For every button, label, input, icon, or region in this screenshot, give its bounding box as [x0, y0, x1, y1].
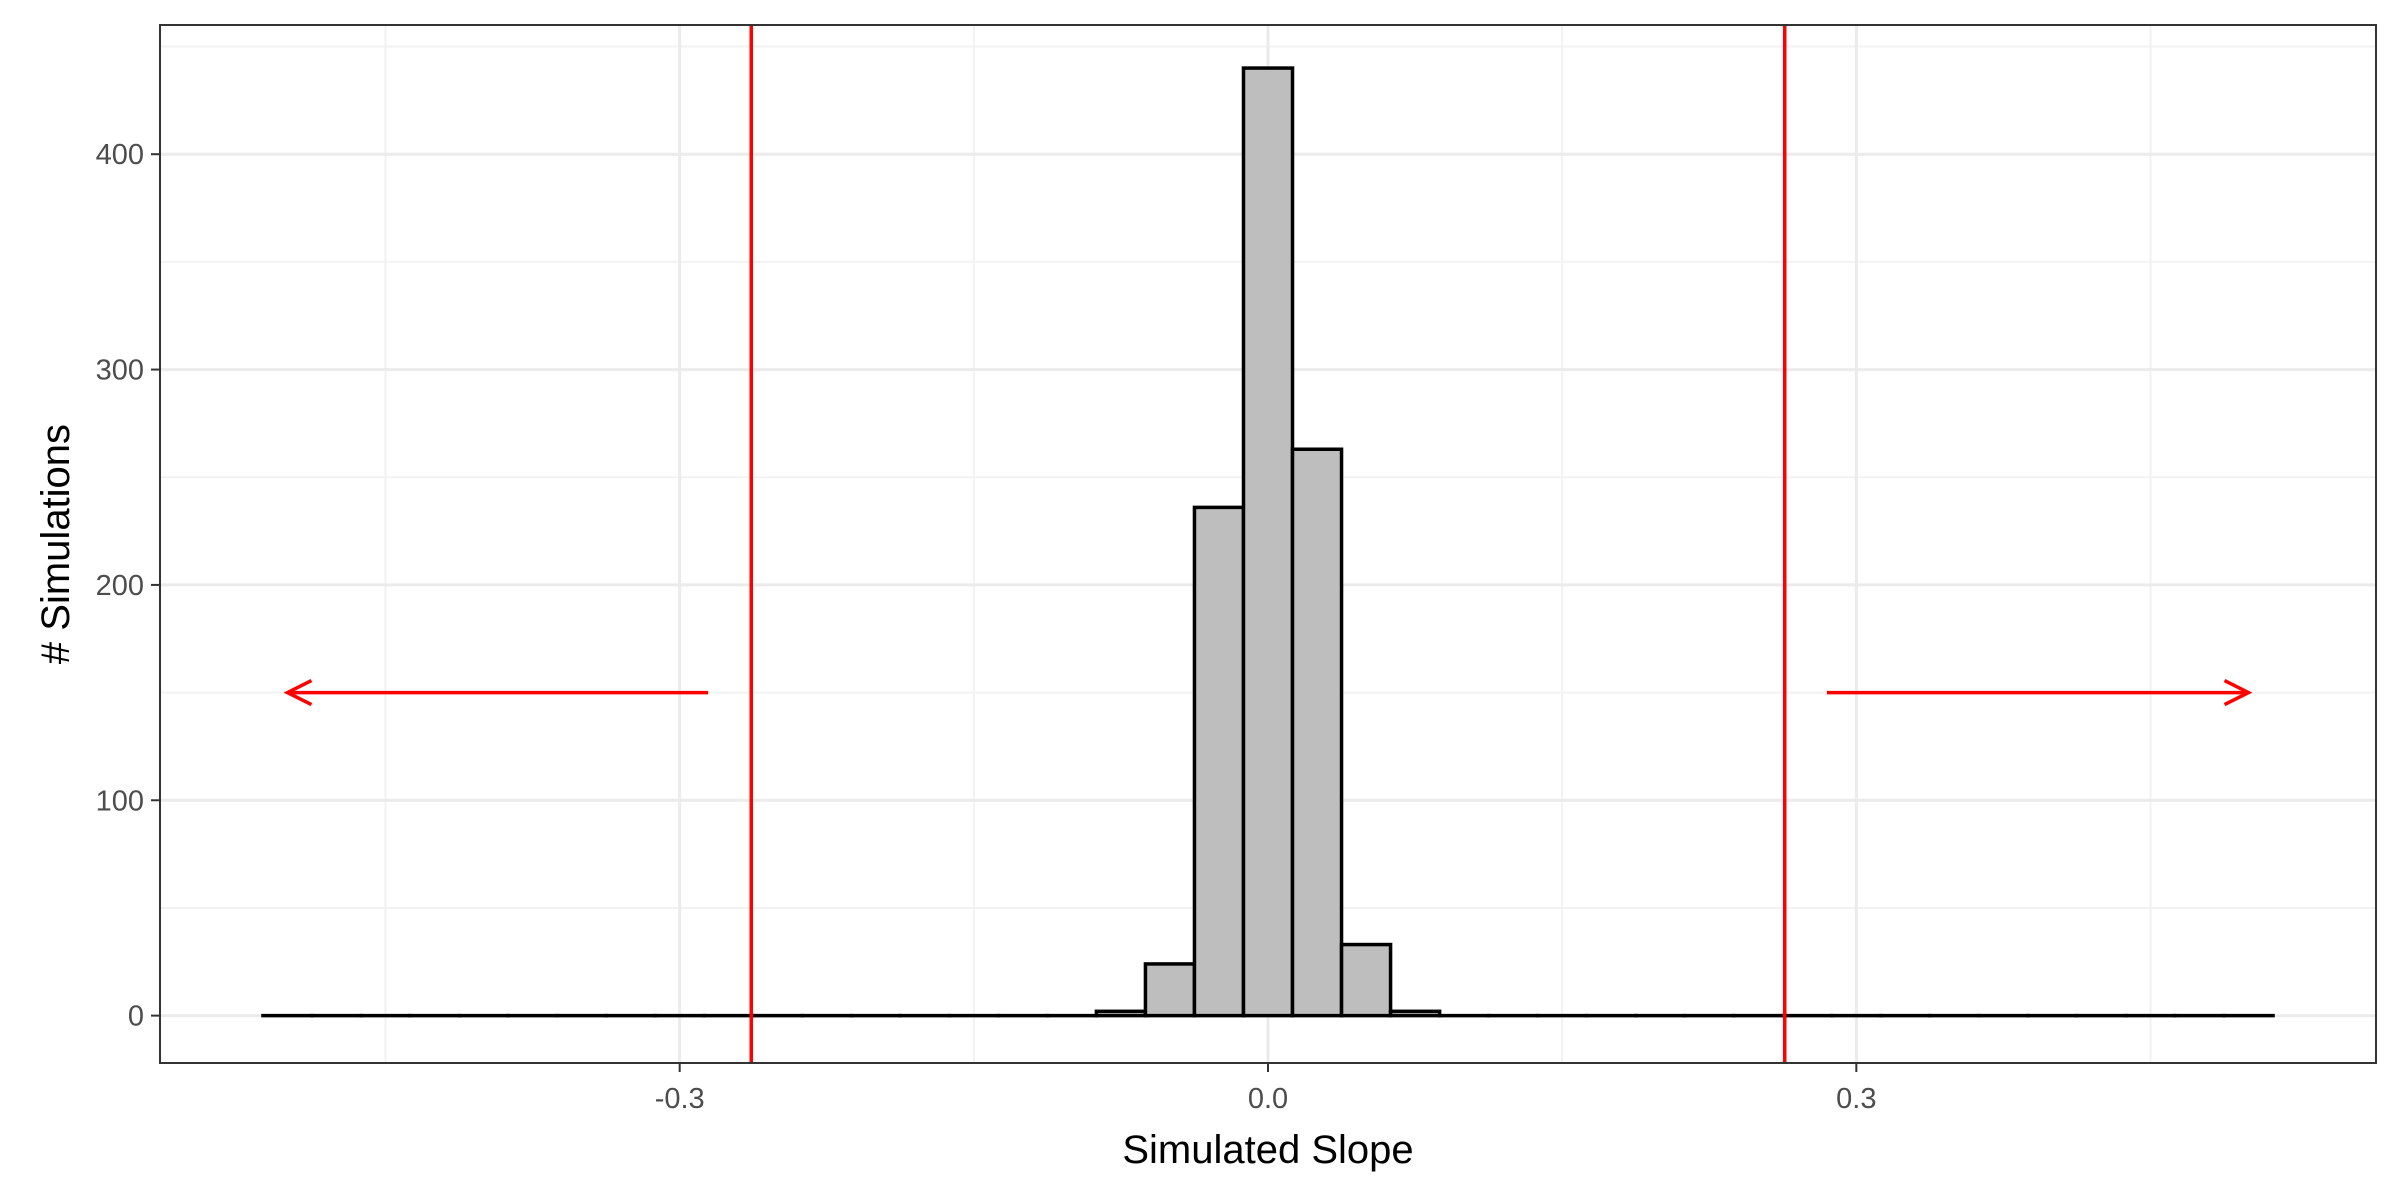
histogram-bars: [261, 66, 2275, 1018]
arrow-head: [283, 679, 313, 707]
y-tick-label: 200: [96, 570, 144, 602]
x-tick-label: 0.3: [1836, 1083, 1876, 1115]
y-tick-label: 100: [96, 785, 144, 817]
y-tick-label: 300: [96, 355, 144, 387]
y-tick-label: 400: [96, 139, 144, 171]
histogram-bar: [1192, 505, 1246, 1018]
arrow-head: [2223, 679, 2253, 707]
histogram-bar: [1339, 942, 1393, 1018]
direction-arrows: [283, 679, 2253, 707]
x-axis-title: Simulated Slope: [1122, 1128, 1413, 1172]
x-tick-label: 0.0: [1248, 1083, 1288, 1115]
reference-lines: [749, 25, 1787, 1063]
x-tick-label: -0.3: [655, 1083, 705, 1115]
y-tick-label: 0: [128, 1001, 144, 1033]
y-axis: 0 100 200 300 400: [96, 139, 160, 1033]
histogram-bar: [1094, 1009, 1148, 1018]
histogram-bar: [1290, 447, 1344, 1018]
y-axis-title: # Simulations: [34, 424, 78, 664]
histogram-bar: [1241, 66, 1295, 1018]
x-axis: -0.3 0.0 0.3: [655, 1063, 1876, 1115]
histogram-bar: [1388, 1009, 1442, 1018]
histogram-bar: [1143, 962, 1197, 1018]
